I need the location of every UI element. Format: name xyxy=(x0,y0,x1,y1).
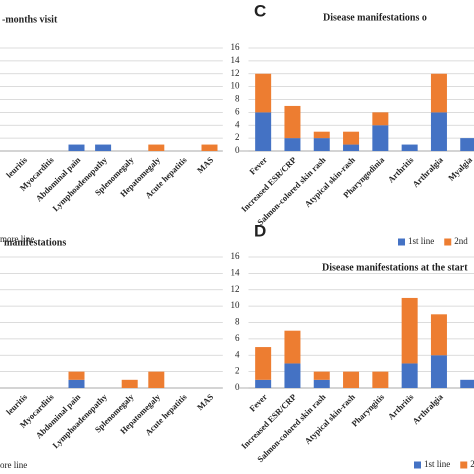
bar-segment xyxy=(430,314,447,356)
legend-label: 1st line xyxy=(424,459,450,469)
legend-label: 2nd xyxy=(454,236,468,246)
bar-segment xyxy=(284,330,301,364)
bar-segment xyxy=(313,379,330,388)
bar-segment xyxy=(372,112,389,126)
bar-segment xyxy=(68,371,85,380)
bar-segment xyxy=(372,371,389,388)
legend-swatch xyxy=(398,238,405,246)
bar-segment xyxy=(430,73,447,113)
bar-segment xyxy=(284,105,301,139)
x-tick-label: Atypical skin-rash xyxy=(303,155,358,210)
panel-label: D xyxy=(254,221,266,240)
bar-segment xyxy=(313,371,330,380)
bar-segment xyxy=(372,125,389,151)
legend-label: 1st line xyxy=(408,236,434,246)
x-tick-label: Arthralgia xyxy=(410,391,445,426)
x-tick-label: MAS xyxy=(195,392,216,413)
y-tick-label: 6 xyxy=(235,333,240,343)
bar-segment xyxy=(401,363,418,388)
y-tick-label: 2 xyxy=(235,132,240,142)
y-tick-label: 2 xyxy=(235,366,240,376)
y-tick-label: 0 xyxy=(235,382,240,392)
bar-segment xyxy=(255,73,272,113)
y-tick-label: 12 xyxy=(231,284,240,294)
y-tick-label: 4 xyxy=(235,349,240,359)
y-tick-label: 16 xyxy=(231,251,241,261)
bar-segment xyxy=(121,379,138,388)
y-tick-label: 16 xyxy=(231,42,241,52)
y-tick-label: 8 xyxy=(235,94,240,104)
x-tick-label: leuritis xyxy=(4,154,30,180)
bar-segment xyxy=(255,112,272,151)
bar-segment xyxy=(313,138,330,151)
y-tick-label: 12 xyxy=(231,68,240,78)
bar-segment xyxy=(430,112,447,151)
legend-label: more line xyxy=(0,234,34,244)
x-tick-label: Fever xyxy=(247,155,269,177)
y-tick-label: 10 xyxy=(231,81,241,91)
legend-swatch xyxy=(414,461,421,469)
y-tick-label: 8 xyxy=(235,317,240,327)
bar-segment xyxy=(284,363,301,388)
x-tick-label: Pharyngitis xyxy=(349,391,386,428)
bar-segment xyxy=(460,379,474,388)
bar-segment xyxy=(343,144,360,151)
legend-label: 2nd xyxy=(470,459,474,469)
x-tick-label: Atypical skin-rash xyxy=(303,392,358,447)
x-tick-label: Arthralgia xyxy=(410,154,445,189)
y-tick-label: 10 xyxy=(231,300,241,310)
bar-segment xyxy=(343,131,360,145)
chart-title: manifestations xyxy=(4,237,66,248)
bar-segment xyxy=(148,144,165,151)
y-tick-label: 0 xyxy=(235,145,240,155)
legend-label: ore line xyxy=(0,460,27,470)
y-tick-label: 14 xyxy=(231,267,241,277)
bar-segment xyxy=(284,138,301,151)
bar-segment xyxy=(401,297,418,364)
x-tick-label: Myalgia xyxy=(446,154,474,183)
bar-segment xyxy=(95,144,112,151)
legend-swatch xyxy=(460,461,468,469)
x-tick-label: Increased ESR/CRP xyxy=(239,392,298,451)
chart-title: -months visit xyxy=(2,14,58,25)
bar-segment xyxy=(68,144,85,151)
bar-segment xyxy=(430,355,447,388)
bar-segment xyxy=(401,144,418,151)
legend-swatch xyxy=(444,238,452,246)
bar-segment xyxy=(148,371,165,388)
y-tick-label: 4 xyxy=(235,119,240,129)
x-tick-label: Fever xyxy=(247,392,269,414)
x-tick-label: Increased ESR/CRP xyxy=(239,155,298,214)
bar-segment xyxy=(255,379,272,388)
x-tick-label: leuritis xyxy=(4,391,30,417)
x-tick-label: MAS xyxy=(195,155,216,176)
y-tick-label: 6 xyxy=(235,106,240,116)
bar-segment xyxy=(68,379,85,388)
chart-title: Disease manifestations o xyxy=(323,12,427,23)
chart-title: Disease manifestations at the start xyxy=(322,262,468,273)
bar-segment xyxy=(201,144,218,151)
bar-segment xyxy=(460,138,474,151)
y-tick-label: 14 xyxy=(231,55,241,65)
panel-label: C xyxy=(254,1,266,20)
bar-segment xyxy=(343,371,360,388)
bar-segment xyxy=(313,131,330,139)
bar-segment xyxy=(255,347,272,380)
